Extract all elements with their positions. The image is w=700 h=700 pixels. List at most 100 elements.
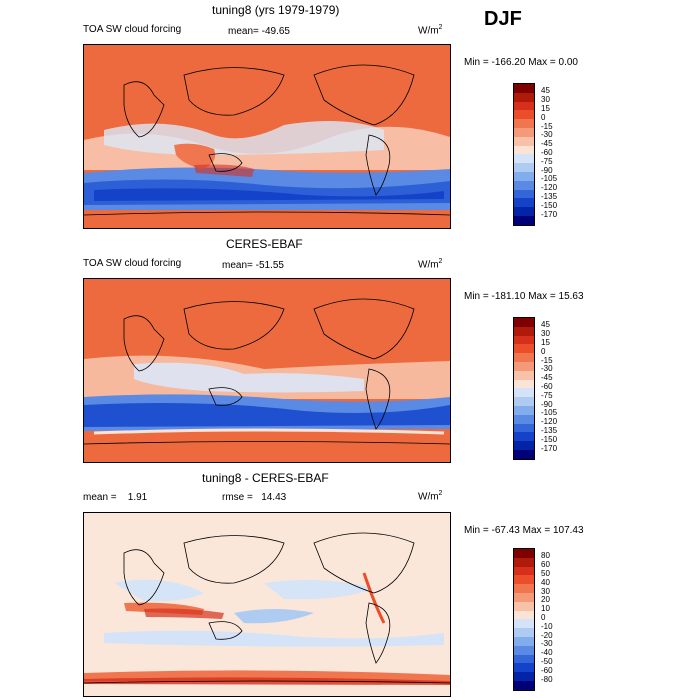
colorbar-tick-label: 15 (541, 103, 550, 113)
colorbar-tick-label: -10 (541, 621, 553, 631)
colorbar-tick-label: 45 (541, 320, 550, 330)
colorbar-swatch (514, 163, 534, 172)
colorbar-tick-label: -135 (541, 191, 558, 201)
mean-label: mean = 1.91 (83, 492, 148, 503)
colorbar-swatch (514, 628, 534, 637)
colorbar-obs: 45 30 15 0 -15 -30 -45 -60 -75 -90 -105 -120 -135 -15… (513, 317, 557, 460)
min-max-label: Min = -67.43 Max = 107.43 (464, 525, 584, 536)
colorbar-tick-label: 45 (541, 86, 550, 96)
colorbar-swatch (514, 171, 534, 181)
colorbar-tick-label: -120 (541, 417, 558, 427)
map-diff (83, 512, 451, 697)
colorbar-swatch (514, 361, 534, 371)
colorbar-tick-label: -60 (541, 665, 553, 675)
colorbar-swatch (514, 326, 534, 336)
colorbar-tick-label: -90 (541, 165, 553, 175)
colorbar-diff: 80 60 50 40 30 20 10 0 -10 -20 -30 -40 -50 -60 -80 (513, 548, 553, 691)
colorbar-swatch (514, 441, 534, 450)
colorbar-tick-label: -15 (541, 355, 553, 365)
colorbar-swatch (514, 207, 534, 216)
colorbar-swatch (514, 154, 534, 164)
colorbar-tick-label: -60 (541, 147, 553, 157)
colorbar-swatch (514, 101, 534, 111)
colorbar-swatch (514, 370, 534, 380)
colorbar-swatch (514, 557, 534, 567)
colorbar-swatch (514, 645, 534, 655)
colorbar-swatches (513, 548, 535, 691)
colorbar-swatch (514, 335, 534, 345)
colorbar-tick-label: -20 (541, 630, 553, 640)
colorbar-tick-label: -150 (541, 434, 558, 444)
units-label: W/m2 (418, 490, 443, 503)
colorbar-swatch (514, 379, 534, 389)
colorbar-swatch (514, 663, 534, 673)
colorbar-tick-label: 10 (541, 604, 550, 614)
colorbar-swatch (514, 397, 534, 406)
colorbar-swatch (514, 318, 534, 327)
colorbar-tick-label: 0 (541, 612, 546, 622)
colorbar-tick-label: -170 (541, 209, 558, 219)
colorbar-tick-label: -90 (541, 399, 553, 409)
colorbar-tick-label: -45 (541, 139, 553, 149)
colorbar-model: 45 30 15 0 -15 -30 -45 -60 -75 -90 -105 -120 -135 -15… (513, 83, 557, 226)
colorbar-swatch (514, 110, 534, 120)
colorbar-tick-label: 60 (541, 560, 550, 570)
colorbar-tick-label: 30 (541, 586, 550, 596)
colorbar-swatch (514, 127, 534, 137)
colorbar-tick-label: -75 (541, 156, 553, 166)
colorbar-swatch (514, 344, 534, 354)
colorbar-tick-label: 20 (541, 595, 550, 605)
mean-label: mean= -49.65 (228, 26, 290, 37)
colorbar-swatches (513, 317, 535, 460)
colorbar-swatch (514, 215, 534, 225)
units-label: W/m2 (418, 258, 443, 271)
colorbar-swatch (514, 180, 534, 190)
colorbar-swatch (514, 145, 534, 155)
colorbar-swatch (514, 575, 534, 585)
min-max-label: Min = -181.10 Max = 15.63 (464, 291, 584, 302)
map-field (84, 513, 450, 696)
colorbar-tick-label: 0 (541, 346, 546, 356)
colorbar-swatch (514, 449, 534, 459)
map-field (84, 279, 450, 462)
variable-label: TOA SW cloud forcing (83, 24, 182, 35)
colorbar-tick-label: -30 (541, 364, 553, 374)
colorbar-swatch (514, 584, 534, 593)
colorbar-tick-label: -80 (541, 674, 553, 684)
panel-title: CERES-EBAF (226, 237, 303, 251)
colorbar-swatch (514, 592, 534, 602)
colorbar-swatch (514, 619, 534, 629)
colorbar-swatch (514, 414, 534, 424)
colorbar-tick-label: 50 (541, 568, 550, 578)
colorbar-tick-label: 30 (541, 329, 550, 339)
min-max-label: Min = -166.20 Max = 0.00 (464, 57, 578, 68)
colorbar-tick-label: 80 (541, 551, 550, 561)
colorbar-tick-label: 30 (541, 95, 550, 105)
panel-title: tuning8 - CERES-EBAF (202, 471, 329, 485)
colorbar-tick-label: 15 (541, 337, 550, 347)
colorbar-tick-label: -135 (541, 425, 558, 435)
colorbar-swatch (514, 119, 534, 128)
colorbar-tick-label: -120 (541, 183, 558, 193)
colorbar-swatch (514, 680, 534, 690)
season-label: DJF (484, 8, 522, 30)
colorbar-tick-label: -105 (541, 408, 558, 418)
colorbar-swatch (514, 610, 534, 620)
variable-label: TOA SW cloud forcing (83, 258, 182, 269)
colorbar-tick-label: -30 (541, 130, 553, 140)
colorbar-swatch (514, 353, 534, 362)
units-label: W/m2 (418, 24, 443, 37)
colorbar-swatch (514, 136, 534, 146)
colorbar-labels: 45 30 15 0 -15 -30 -45 -60 -75 -90 -105 -120 -135 -15… (541, 87, 557, 219)
colorbar-swatch (514, 654, 534, 664)
colorbar-swatch (514, 636, 534, 646)
colorbar-swatch (514, 549, 534, 558)
colorbar-swatch (514, 189, 534, 199)
colorbar-tick-label: -60 (541, 381, 553, 391)
colorbar-tick-label: -75 (541, 390, 553, 400)
colorbar-swatch (514, 84, 534, 93)
colorbar-tick-label: -50 (541, 656, 553, 666)
colorbar-swatch (514, 566, 534, 576)
colorbar-swatch (514, 672, 534, 681)
map-model (83, 44, 451, 229)
